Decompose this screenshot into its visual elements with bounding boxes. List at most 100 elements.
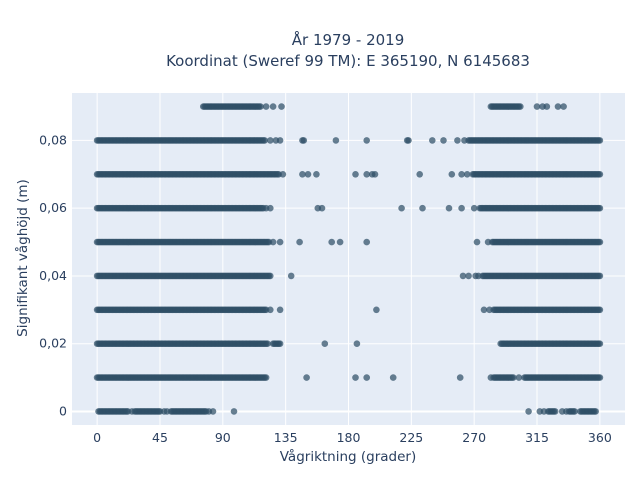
data-point [332, 137, 340, 144]
data-point [592, 408, 599, 415]
data-point [276, 306, 284, 314]
data-point [554, 103, 562, 110]
data-point [596, 306, 604, 314]
data-point [461, 137, 468, 144]
data-point [571, 408, 578, 415]
data-point [540, 408, 548, 415]
data-point [596, 272, 604, 280]
data-point [276, 137, 284, 144]
data-point [405, 137, 412, 144]
data-point [448, 171, 456, 178]
x-tick-label: 90 [215, 430, 231, 445]
x-tick-label: 180 [337, 430, 361, 445]
data-point [300, 137, 308, 144]
data-point [287, 272, 295, 280]
data-point [373, 306, 380, 314]
data-point [533, 103, 541, 110]
data-point [353, 340, 361, 348]
data-point [230, 408, 238, 415]
x-tick-label: 45 [152, 430, 168, 445]
data-point [296, 238, 303, 246]
data-point [303, 374, 310, 381]
data-point [596, 171, 604, 178]
data-point [510, 374, 517, 381]
y-axis-ticks: 0 0,02 0,04 0,06 0,08 [39, 132, 67, 418]
data-point [276, 238, 284, 246]
data-point [262, 103, 270, 110]
data-point [299, 171, 306, 178]
x-tick-label: 270 [462, 430, 486, 445]
data-points [93, 103, 604, 415]
x-axis-title: Vågriktning (grader) [280, 448, 417, 465]
data-point [416, 171, 424, 178]
data-point [486, 306, 493, 314]
data-point [371, 171, 379, 178]
data-point [475, 272, 482, 280]
x-tick-label: 225 [399, 430, 423, 445]
data-point [596, 374, 604, 381]
data-point [267, 137, 274, 144]
data-point [269, 238, 277, 246]
data-point [389, 374, 397, 381]
data-point [328, 238, 336, 246]
data-point [596, 137, 604, 144]
data-point [596, 238, 604, 246]
data-point [419, 204, 426, 212]
data-point [454, 137, 461, 144]
data-point [563, 408, 570, 415]
data-point [445, 204, 453, 212]
data-point [363, 238, 371, 246]
data-point [484, 238, 492, 246]
data-point [209, 408, 217, 415]
data-point [515, 374, 523, 381]
data-point [269, 103, 277, 110]
data-point [352, 374, 359, 381]
y-tick-label: 0 [59, 403, 67, 418]
data-point [163, 408, 171, 415]
data-point [336, 238, 344, 246]
data-point [267, 204, 274, 212]
data-point [363, 374, 371, 381]
data-point [543, 103, 551, 110]
x-axis-ticks: 0 45 90 135 180 225 270 315 360 [93, 430, 612, 445]
data-point [279, 171, 287, 178]
data-point [458, 204, 465, 212]
data-point [318, 204, 326, 212]
y-axis-title: Signifikant våghöjd (m) [14, 179, 31, 337]
data-point [363, 171, 371, 178]
data-point [456, 374, 464, 381]
data-point [267, 272, 274, 280]
data-point [551, 408, 559, 415]
data-point [560, 103, 567, 110]
data-point [398, 204, 405, 212]
data-point [429, 137, 436, 144]
data-point [128, 408, 136, 415]
data-point [459, 272, 467, 280]
data-point [321, 340, 329, 348]
x-tick-label: 315 [525, 430, 549, 445]
data-point [465, 272, 472, 280]
data-point [480, 306, 488, 314]
data-point [261, 137, 269, 144]
data-point [278, 103, 285, 110]
data-point [352, 171, 359, 178]
data-point [517, 103, 524, 110]
data-point [262, 374, 270, 381]
y-tick-label: 0,04 [39, 268, 67, 283]
data-point [257, 103, 264, 110]
data-point [525, 408, 532, 415]
y-tick-label: 0,08 [39, 132, 67, 147]
data-point [596, 340, 604, 348]
data-point [473, 238, 481, 246]
x-tick-label: 360 [588, 430, 612, 445]
data-point [313, 171, 320, 178]
data-point [463, 171, 471, 178]
data-point [470, 204, 478, 212]
x-tick-label: 135 [274, 430, 298, 445]
chart-title-line2: Koordinat (Sweref 99 TM): E 365190, N 61… [166, 52, 530, 70]
data-point [304, 171, 312, 178]
data-point [264, 340, 271, 348]
y-tick-label: 0,02 [39, 336, 67, 351]
data-point [267, 306, 274, 314]
